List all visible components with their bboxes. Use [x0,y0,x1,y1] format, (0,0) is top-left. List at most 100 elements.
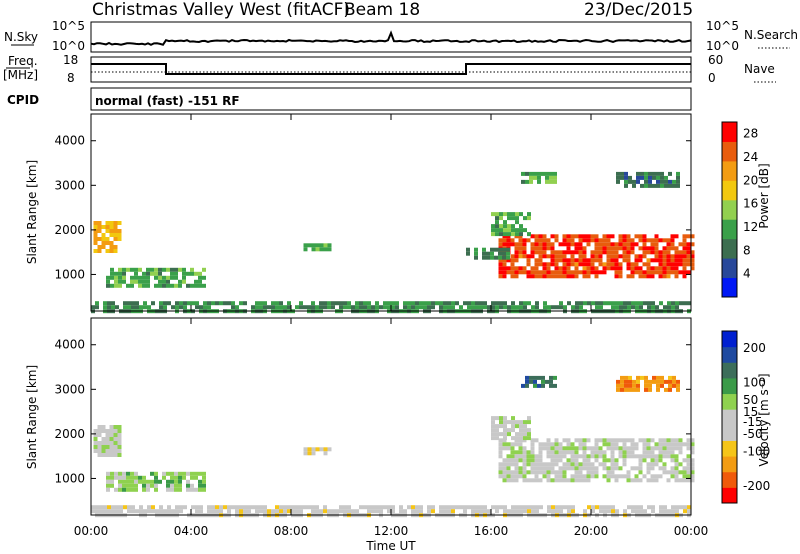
velocity-cell [127,509,131,514]
velocity-cell [650,454,655,459]
power-cell [150,271,154,276]
velocity-cell [439,509,443,514]
power-cell [227,301,231,306]
velocity-cell [126,487,130,492]
velocity-cell [142,483,146,488]
power-cell [534,262,539,267]
velocity-cell [651,505,655,510]
velocity-cell [202,483,206,488]
velocity-cell [283,505,287,510]
velocity-cell [291,505,295,510]
power-cell [626,266,631,271]
power-cell [563,305,567,310]
power-cell [195,301,199,306]
velocity-cell [514,438,519,443]
power-cell [523,305,527,310]
velocity-cell [510,470,515,475]
velocity-cell [519,420,523,425]
power-cell [574,266,579,271]
power-cell [636,179,640,184]
power-cell [550,246,555,251]
power-cell [590,262,595,267]
velocity-cell [644,387,648,392]
velocity-cell [109,445,114,449]
power-cell [639,301,643,306]
velocity-cell [387,509,391,514]
power-cell [114,283,118,288]
velocity-cell [109,453,114,457]
power-cell [287,301,291,306]
velocity-cell [686,442,691,447]
power-cell [566,238,571,243]
velocity-cell [603,509,607,514]
velocity-cell [247,505,251,510]
power-cell [634,262,639,267]
power-cell [391,305,395,310]
velocity-cell [502,458,507,463]
velocity-cell [539,505,543,510]
power-cell [590,266,595,271]
power-cell [375,301,379,306]
velocity-cell [143,509,147,514]
velocity-cell [666,470,671,475]
velocity-cell [646,462,651,467]
power-cell [190,267,194,272]
power-cell [534,266,539,271]
velocity-cell [591,505,595,510]
power-cell [590,270,595,275]
x-axis-tick-labels: 00:00 04:00 08:00 12:00 16:00 20:00 00:00 [74,524,709,538]
velocity-cell [415,509,419,514]
velocity-colorbar-tick: 15 [743,405,758,419]
power-cell [542,254,547,259]
power-cell [97,221,102,225]
velocity-cell [511,420,515,425]
power-cell [522,270,527,275]
velocity-cell [534,478,539,483]
power-cell [502,262,507,267]
power-cell [307,243,312,248]
velocity-cell [686,470,691,475]
power-cell [614,274,619,279]
velocity-cell [170,487,174,492]
power-cell [175,305,179,310]
velocity-cell [586,470,591,475]
velocity-cell [522,478,527,483]
power-cell [678,258,683,263]
power-cell [538,238,543,243]
velocity-cell [491,432,495,437]
velocity-cell [135,509,139,514]
velocity-cell [678,442,683,447]
velocity-cell [624,383,628,388]
beam-label: Beam 18 [344,0,420,20]
power-cell [495,224,499,229]
power-cell [558,270,563,275]
power-cell [618,266,623,271]
power-cell [142,271,146,276]
velocity-cell [506,442,511,447]
power-cell [474,251,478,256]
power-cell [154,283,158,288]
velocity-cell [607,505,611,510]
power-cell [435,301,439,306]
velocity-cell [658,450,663,455]
velocity-cell [174,483,178,488]
power-cell [614,262,619,267]
power-cell [202,267,206,272]
page-title: Christmas Valley West (fitACF) [92,0,350,20]
power-cell [126,283,130,288]
velocity-cell [117,425,122,429]
power-cell [675,305,679,310]
velocity-cell [419,505,423,510]
power-cell [682,234,687,239]
velocity-cell [676,379,680,384]
x-tick-label: 16:00 [474,524,509,538]
power-cell [174,267,178,272]
velocity-cell [291,509,295,514]
power-cell [315,305,319,310]
power-cell [518,254,523,259]
velocity-cell [518,470,523,475]
velocity-cell [563,505,567,510]
velocity-cell [606,446,611,451]
velocity-cell [616,383,620,388]
velocity-cell [179,505,183,510]
